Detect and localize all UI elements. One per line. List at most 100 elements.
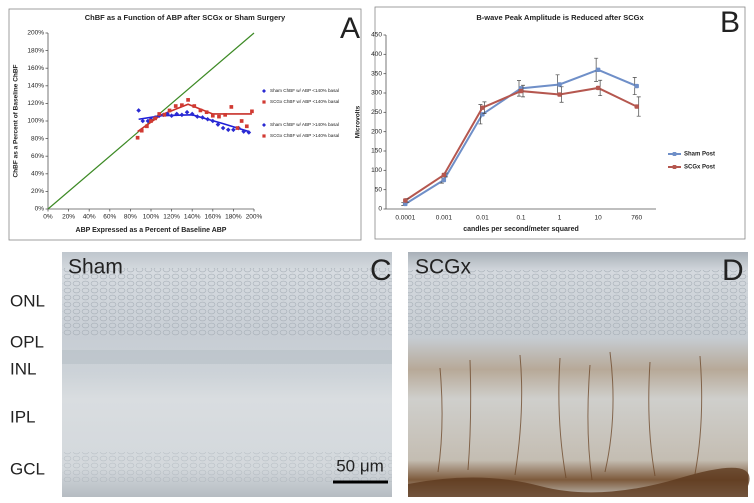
marker — [262, 134, 266, 138]
marker — [173, 104, 178, 108]
marker — [220, 125, 226, 131]
y-tick-label: 180% — [27, 47, 44, 54]
marker — [262, 100, 266, 104]
marker — [441, 177, 447, 183]
legend-label: Sham Post — [684, 152, 715, 158]
y-tick-label: 300 — [371, 90, 382, 97]
layer-label: IPL — [10, 407, 36, 426]
marker — [157, 112, 162, 116]
y-tick-label: 0% — [35, 206, 45, 213]
marker — [557, 92, 562, 97]
marker — [250, 109, 254, 114]
y-tick-label: 120% — [27, 100, 44, 107]
marker — [136, 108, 141, 113]
y-tick-label: 100 — [371, 167, 382, 174]
marker — [198, 108, 203, 113]
marker — [153, 116, 157, 121]
marker — [217, 114, 221, 119]
marker — [145, 118, 151, 124]
y-tick-label: 60% — [31, 153, 44, 160]
marker — [179, 112, 185, 118]
marker — [204, 110, 209, 115]
layer-label: INL — [10, 359, 36, 378]
marker — [192, 104, 197, 108]
marker — [167, 108, 172, 113]
panel-letter: B — [720, 6, 740, 39]
legend-marker — [672, 165, 677, 169]
marker — [174, 111, 180, 117]
scale-bar-label: 50 μm — [336, 456, 384, 475]
x-tick-label: 100% — [143, 214, 160, 221]
y-tick-label: 150 — [371, 148, 382, 155]
x-tick-label: 40% — [83, 214, 96, 221]
y-tick-label: 20% — [31, 188, 44, 195]
x-tick-label: 0.001 — [436, 215, 453, 222]
y-tick-label: 200% — [27, 30, 44, 37]
x-tick-label: 120% — [163, 214, 180, 221]
panel-letter: D — [722, 254, 744, 287]
marker — [145, 124, 149, 129]
x-tick-label: 140% — [184, 214, 201, 221]
y-tick-label: 50 — [375, 186, 383, 193]
marker — [229, 105, 234, 109]
x-tick-label: 20% — [62, 214, 75, 221]
marker — [225, 127, 231, 133]
x-tick-label: 760 — [631, 215, 642, 222]
marker — [239, 119, 244, 123]
marker — [557, 82, 562, 87]
y-tick-label: 0 — [378, 206, 382, 213]
x-tick-label: 160% — [204, 214, 221, 221]
legend-label: SCGx Post — [684, 165, 715, 171]
marker — [235, 126, 240, 130]
marker — [169, 113, 174, 119]
legend-label: SCGx ChBF w/ ABP <140% basal — [270, 99, 339, 104]
marker — [634, 83, 639, 89]
marker — [149, 119, 153, 123]
panel-b-frame — [374, 6, 746, 240]
x-tick-label: 0% — [43, 214, 53, 221]
marker — [441, 172, 447, 178]
panel-a-frame — [8, 8, 362, 241]
micrograph-scgx — [408, 252, 750, 497]
layer-label: OPL — [10, 332, 44, 351]
x-tick-label: 0.1 — [516, 215, 525, 222]
x-tick-label: 0.0001 — [395, 215, 415, 222]
marker — [595, 67, 601, 72]
image-label: SCGx — [415, 256, 472, 279]
x-tick-label: 80% — [124, 214, 137, 221]
marker — [180, 103, 184, 107]
marker — [165, 111, 170, 117]
x-tick-label: 10 — [595, 215, 603, 222]
marker — [244, 124, 249, 129]
y-tick-label: 250 — [371, 109, 382, 116]
panel-letter: C — [370, 254, 392, 287]
layer-label: ONL — [10, 291, 45, 310]
x-tick-label: 200% — [246, 214, 263, 221]
image-label: Sham — [68, 256, 123, 279]
x-tick-label: 60% — [103, 214, 116, 221]
marker — [518, 88, 524, 94]
chart-title: B-wave Peak Amplitude is Reduced after S… — [476, 13, 644, 22]
y-axis-label: Microvolts — [355, 105, 362, 138]
micrograph-sham — [62, 252, 392, 497]
marker — [162, 113, 167, 117]
x-axis-label: candles per second/meter squared — [463, 226, 579, 233]
x-tick-label: 1 — [558, 215, 562, 222]
legend-marker — [672, 152, 677, 156]
marker — [241, 129, 246, 134]
marker — [634, 104, 639, 109]
marker — [246, 130, 252, 135]
marker — [140, 118, 146, 124]
marker — [262, 123, 266, 127]
marker — [205, 116, 210, 122]
x-tick-label: 0.01 — [476, 215, 489, 222]
marker — [480, 112, 485, 117]
marker — [200, 115, 205, 120]
marker — [210, 113, 215, 118]
y-axis-label: ChBF as a Percent of Baseline ChBF — [13, 64, 20, 177]
y-tick-label: 160% — [27, 65, 44, 72]
marker — [210, 118, 216, 124]
x-tick-label: 180% — [225, 214, 242, 221]
marker — [186, 98, 190, 102]
